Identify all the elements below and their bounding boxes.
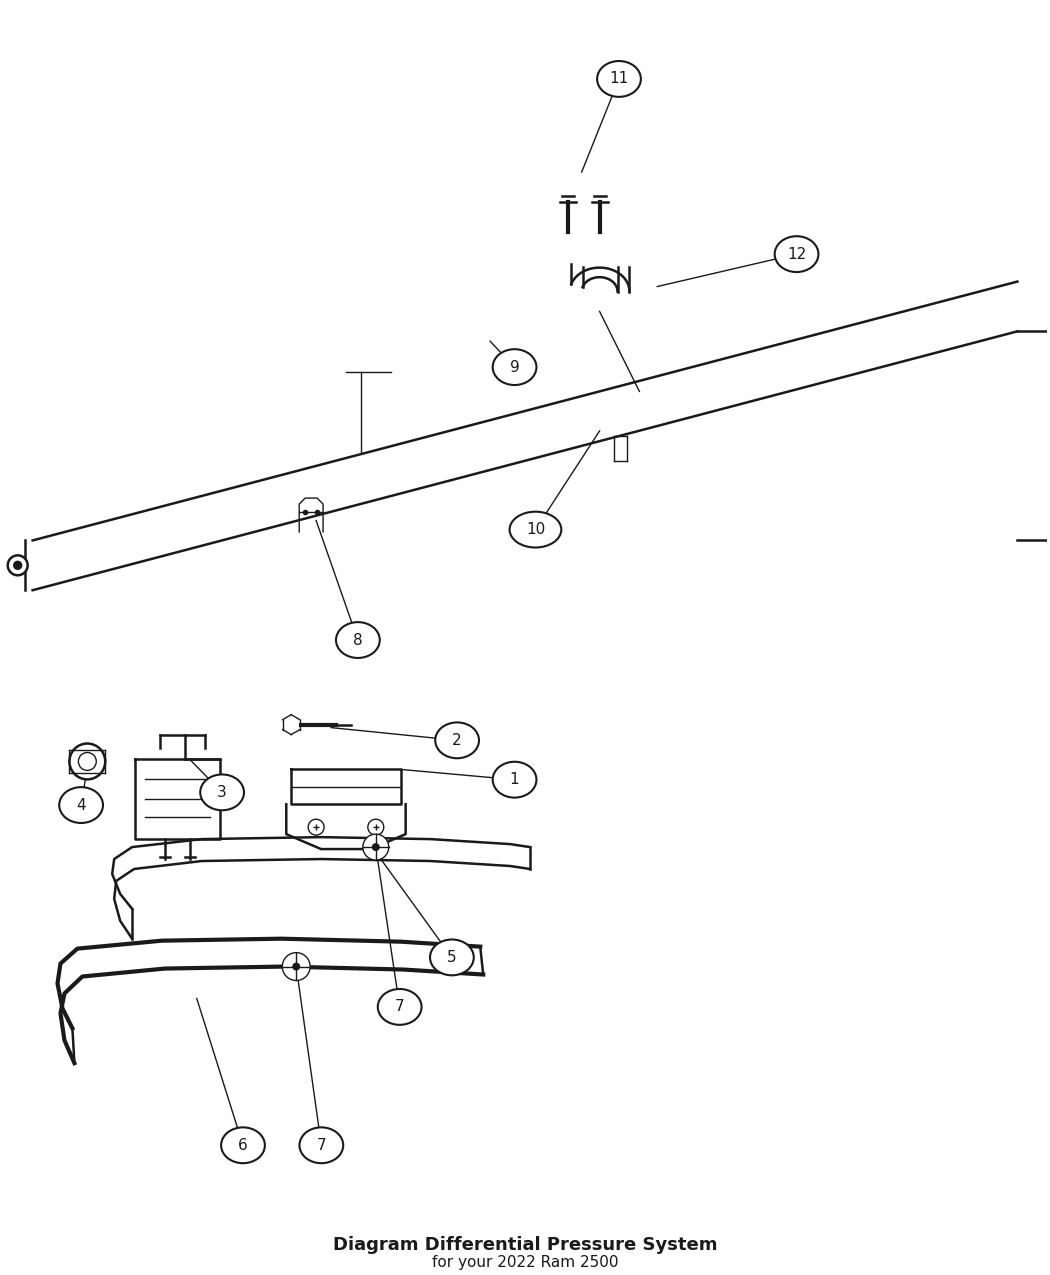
Text: 7: 7 — [316, 1137, 327, 1153]
Circle shape — [7, 556, 27, 575]
Text: 2: 2 — [453, 733, 462, 748]
Text: 7: 7 — [395, 1000, 404, 1015]
Text: 12: 12 — [786, 246, 806, 261]
Circle shape — [282, 952, 310, 980]
Circle shape — [69, 743, 105, 779]
Text: 5: 5 — [447, 950, 457, 965]
Text: 4: 4 — [77, 798, 86, 812]
Circle shape — [292, 963, 300, 970]
Circle shape — [308, 820, 324, 835]
Ellipse shape — [59, 787, 103, 822]
Ellipse shape — [430, 940, 474, 975]
Circle shape — [363, 834, 388, 861]
Text: 9: 9 — [509, 360, 520, 375]
Text: 3: 3 — [217, 785, 227, 799]
Text: 1: 1 — [509, 773, 520, 787]
Ellipse shape — [492, 349, 537, 385]
Text: 6: 6 — [238, 1137, 248, 1153]
Text: 11: 11 — [609, 71, 629, 87]
Text: 8: 8 — [353, 632, 362, 648]
Ellipse shape — [436, 723, 479, 759]
Circle shape — [368, 820, 383, 835]
Circle shape — [372, 843, 380, 852]
Circle shape — [79, 752, 97, 770]
Text: 10: 10 — [526, 521, 545, 537]
Ellipse shape — [222, 1127, 265, 1163]
Text: for your 2022 Ram 2500: for your 2022 Ram 2500 — [432, 1255, 618, 1270]
Ellipse shape — [775, 236, 818, 272]
Ellipse shape — [492, 761, 537, 798]
Circle shape — [14, 561, 22, 570]
Ellipse shape — [509, 511, 562, 547]
Ellipse shape — [299, 1127, 343, 1163]
Ellipse shape — [201, 774, 244, 811]
Ellipse shape — [597, 61, 640, 97]
Ellipse shape — [336, 622, 380, 658]
Ellipse shape — [378, 989, 421, 1025]
Text: Diagram Differential Pressure System: Diagram Differential Pressure System — [333, 1237, 717, 1255]
